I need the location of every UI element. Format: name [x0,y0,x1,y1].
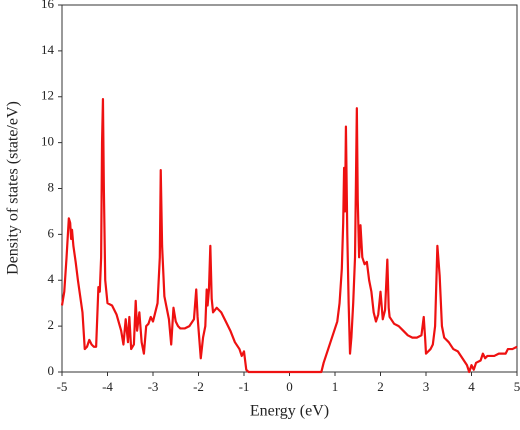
dos-line [60,97,518,374]
x-tick-label: 0 [286,379,293,394]
y-tick-label: 4 [48,271,55,286]
x-tick-label: 1 [332,379,339,394]
x-tick-label: -5 [57,379,68,394]
x-tick-label: -2 [193,379,204,394]
y-tick-label: 6 [48,225,55,240]
y-tick-label: 16 [41,0,55,11]
x-tick-label: 2 [377,379,384,394]
x-tick-label: -1 [239,379,250,394]
y-tick-label: 0 [48,363,55,378]
y-tick-label: 14 [41,42,55,57]
y-tick-label: 10 [41,134,54,149]
y-tick-label: 12 [41,88,54,103]
y-axis-label: Density of states (state/eV) [5,101,22,275]
x-tick-label: 5 [514,379,520,394]
x-tick-label: -4 [102,379,113,394]
x-tick-label: 4 [468,379,475,394]
x-axis-label: Energy (eV) [250,403,329,420]
x-tick-label: -3 [148,379,159,394]
y-tick-label: 2 [48,317,55,332]
x-tick-label: 3 [423,379,430,394]
y-tick-label: 8 [48,179,55,194]
